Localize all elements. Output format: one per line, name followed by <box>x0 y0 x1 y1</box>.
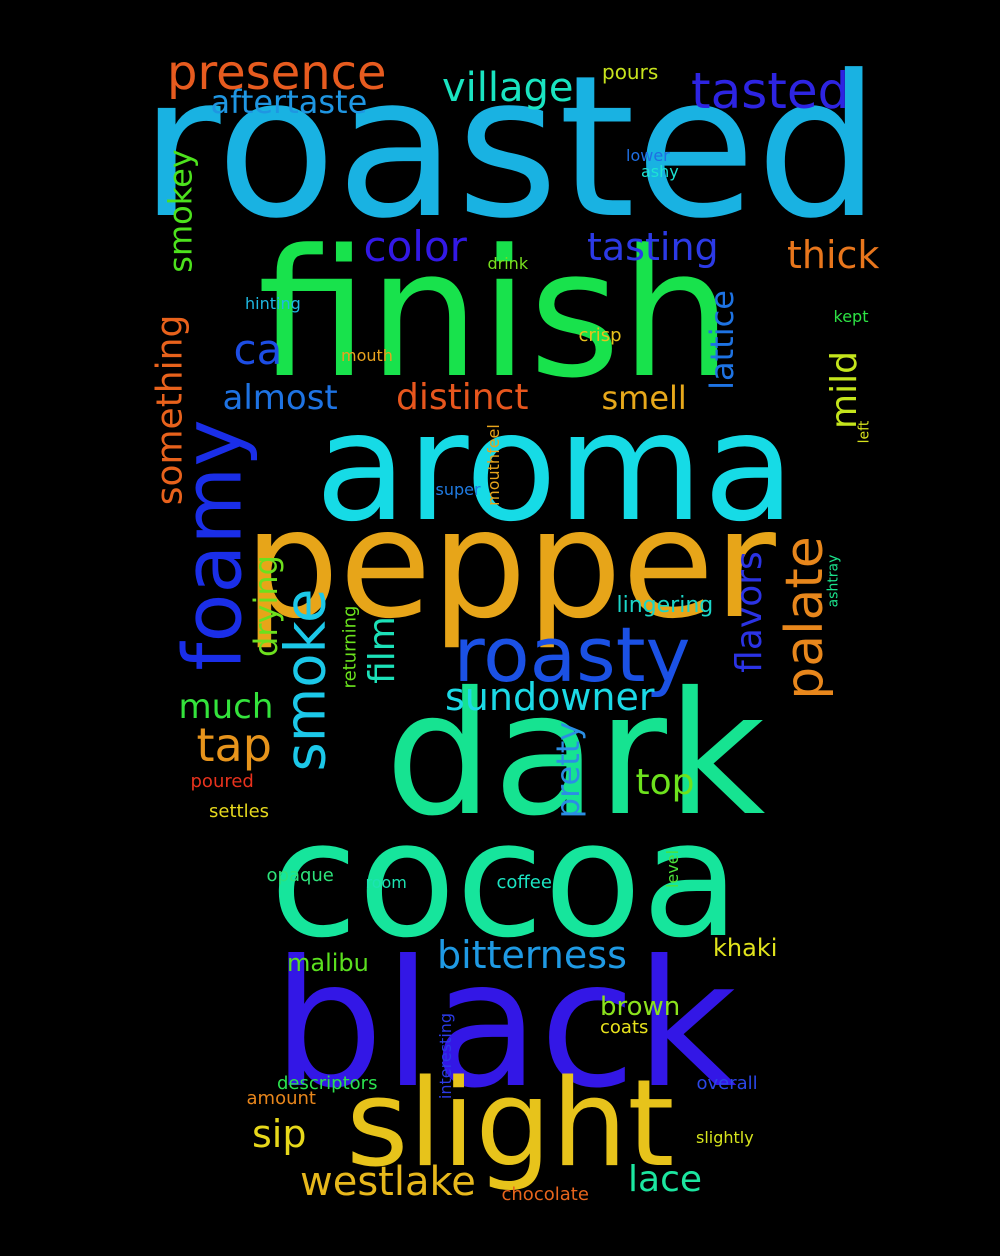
word-top: top <box>635 762 695 803</box>
word-roasted: roasted <box>140 34 881 262</box>
word-poured: poured <box>190 771 254 792</box>
word-mouthfeel: mouthfeel <box>483 424 503 506</box>
word-interesting: interesting <box>436 1012 456 1100</box>
word-hinting: hinting <box>245 294 301 313</box>
word-film: film <box>361 616 403 684</box>
word-lace: lace <box>628 1159 703 1200</box>
word-lower: lower <box>626 146 670 165</box>
word-smokey: smokey <box>161 149 200 273</box>
word-coats: coats <box>600 1017 649 1038</box>
word-aftertaste: aftertaste <box>210 83 368 121</box>
word-aroma: aroma <box>315 381 796 555</box>
word-lingering: lingering <box>616 593 714 618</box>
word-almost: almost <box>222 378 338 418</box>
word-super: super <box>435 480 481 499</box>
word-distinct: distinct <box>396 377 529 418</box>
word-overall: overall <box>696 1073 758 1094</box>
word-pours: pours <box>602 60 659 84</box>
word-drying: drying <box>246 555 285 657</box>
word-presence: presence <box>167 45 387 101</box>
word-smoke: smoke <box>272 588 338 772</box>
word-much: much <box>178 687 274 727</box>
word-roasty: roasty <box>453 610 691 699</box>
word-level: level <box>663 849 683 889</box>
word-chocolate: chocolate <box>501 1184 589 1205</box>
word-khaki: khaki <box>713 934 778 962</box>
word-pepper: pepper <box>244 478 776 652</box>
word-smell: smell <box>601 379 687 417</box>
word-bitterness: bitterness <box>437 933 627 977</box>
word-coffee: coffee <box>496 872 552 893</box>
word-amount: amount <box>246 1088 316 1109</box>
word-ca: ca <box>233 325 283 374</box>
word-descriptors: descriptors <box>277 1073 378 1094</box>
word-slight: slight <box>346 1055 675 1194</box>
word-kept: kept <box>833 307 869 326</box>
word-opaque: opaque <box>266 865 334 886</box>
word-ashtray: ashtray <box>824 554 841 608</box>
word-lattice: lattice <box>702 290 741 390</box>
word-tasting: tasting <box>587 225 719 269</box>
word-village: village <box>442 65 574 111</box>
word-tap: tap <box>196 718 272 772</box>
word-mild: mild <box>823 351 865 429</box>
word-color: color <box>363 222 467 271</box>
word-cocoa: cocoa <box>270 786 740 973</box>
word-pretty: pretty <box>549 721 588 819</box>
word-tasted: tasted <box>691 62 850 120</box>
word-malibu: malibu <box>287 949 369 977</box>
word-slightly: slightly <box>696 1128 754 1147</box>
word-flavors: flavors <box>728 551 770 673</box>
word-finish: finish <box>257 212 733 417</box>
word-room: room <box>365 873 407 892</box>
word-crisp: crisp <box>578 325 622 346</box>
word-returning: returning <box>338 605 360 689</box>
word-drink: drink <box>487 254 529 273</box>
word-ashy: ashy <box>641 162 679 181</box>
word-sundowner: sundowner <box>445 675 655 719</box>
word-sip: sip <box>252 1112 307 1156</box>
word-black: black <box>272 923 738 1127</box>
word-mouth: mouth <box>341 346 393 365</box>
word-something: something <box>148 314 190 506</box>
word-settles: settles <box>209 801 270 822</box>
word-thick: thick <box>787 233 880 277</box>
word-left: left <box>855 420 872 444</box>
word-dark: dark <box>385 656 766 854</box>
word-westlake: westlake <box>300 1159 476 1205</box>
word-brown: brown <box>600 992 681 1022</box>
word-palate: palate <box>774 536 835 700</box>
